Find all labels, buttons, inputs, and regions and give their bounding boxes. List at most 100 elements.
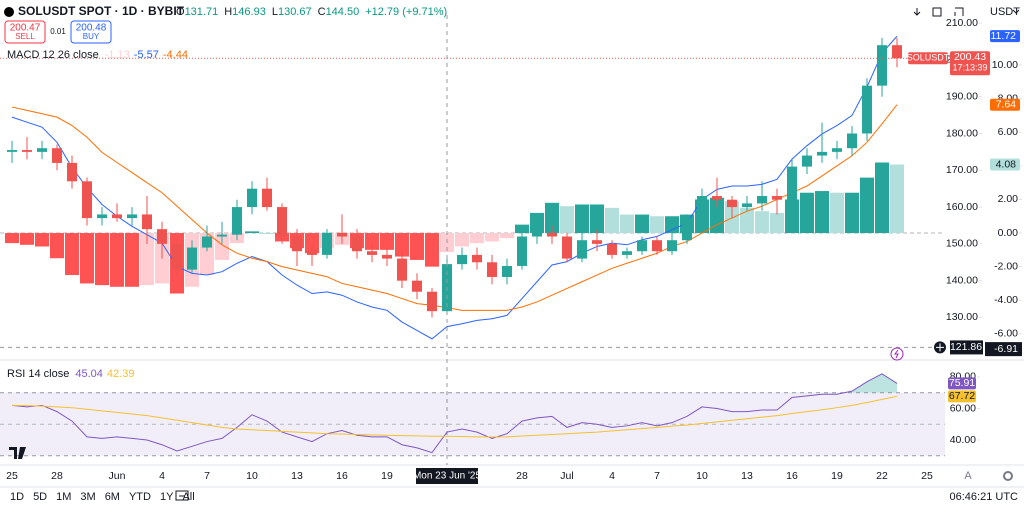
macd-histogram-bar xyxy=(125,233,139,287)
last-price-bg xyxy=(950,51,990,76)
candle-body xyxy=(277,207,287,237)
macd-histogram-bar xyxy=(110,233,124,287)
candle-body xyxy=(802,155,812,167)
candle-body xyxy=(787,166,797,200)
x-tick-label: 13 xyxy=(291,470,303,482)
macd-histogram-bar xyxy=(395,233,409,257)
alert-icon[interactable] xyxy=(890,347,904,361)
range-button[interactable]: 3M xyxy=(80,491,95,503)
ohlc-value: 130.67 xyxy=(278,6,312,18)
candle-body xyxy=(697,196,707,219)
rsi-badge: 67.72 xyxy=(949,390,975,402)
macd-histogram-bar xyxy=(380,233,394,250)
tv-logo xyxy=(9,447,26,459)
ohlc-value: 144.50 xyxy=(326,6,360,18)
settings-icon[interactable] xyxy=(1003,471,1013,481)
macd-histogram-bar xyxy=(410,233,424,260)
symbol-logo xyxy=(4,7,14,17)
macd-histogram-bar xyxy=(455,233,469,247)
macd-histogram-bar xyxy=(860,177,874,234)
candle-body xyxy=(562,236,572,259)
sell-button[interactable] xyxy=(4,20,46,44)
y-tick-label: 190.00 xyxy=(946,90,978,102)
range-button[interactable]: 1D xyxy=(10,491,24,503)
histogram-badge-bg xyxy=(990,158,1020,171)
candle-body xyxy=(187,247,197,270)
x-tick-label: 28 xyxy=(516,470,528,482)
candle-body xyxy=(892,45,902,59)
candle-body xyxy=(487,262,497,277)
window-icon[interactable] xyxy=(932,7,942,17)
candle-body xyxy=(712,196,722,200)
candle-body xyxy=(502,265,512,277)
candle-body xyxy=(877,45,887,86)
currency[interactable]: USDT xyxy=(990,6,1020,18)
candle-body xyxy=(547,232,557,237)
expand-icon[interactable] xyxy=(954,7,964,16)
signal-badge: 7.64 xyxy=(996,98,1017,110)
buy-label[interactable]: BUY xyxy=(83,32,100,41)
rsi-badge-bg xyxy=(948,377,976,390)
candle-body xyxy=(352,236,362,252)
sell-label[interactable]: SELL xyxy=(15,32,35,41)
toolbar: 1D 5D 1M 3M 6M YTD 1Y All 06:46:21 UTC xyxy=(10,491,1018,503)
candle-body xyxy=(382,254,392,259)
x-tick-label: 25 xyxy=(6,470,18,482)
macd-histogram-bar xyxy=(770,212,784,234)
macd-histogram-bar xyxy=(500,233,514,239)
candle-body xyxy=(292,236,302,252)
macd-badge: 11.72 xyxy=(991,30,1017,42)
range-button[interactable]: All xyxy=(182,491,194,503)
rsi-badge: 75.91 xyxy=(949,377,975,389)
ohlc-value: 131.71 xyxy=(185,6,219,18)
auto-scale[interactable]: A xyxy=(964,470,972,482)
macd-legend-signal: -4.44 xyxy=(163,49,188,61)
candle-body xyxy=(772,196,782,200)
x-tick-label: 19 xyxy=(381,470,393,482)
candle-body xyxy=(7,150,17,152)
candle-body xyxy=(82,181,92,219)
candle-body xyxy=(592,240,602,244)
x-tick-label: 7 xyxy=(654,470,660,482)
macd-histogram-bar xyxy=(20,233,34,245)
x-tick-label: 10 xyxy=(696,470,708,482)
crosshair-date: Mon 23 Jun '25 xyxy=(413,471,482,482)
candle-body xyxy=(847,133,857,149)
range-button[interactable]: YTD xyxy=(129,491,151,503)
download-icon[interactable] xyxy=(913,8,921,16)
alert-bolt xyxy=(894,349,899,359)
candle-body xyxy=(622,251,632,255)
x-tick-label: 7 xyxy=(204,470,210,482)
range-button[interactable]: 1M xyxy=(56,491,71,503)
rsi-badge-bg xyxy=(948,390,976,403)
y-tick-label: 150.00 xyxy=(946,238,978,250)
macd-histogram-bar xyxy=(785,199,799,234)
range-button[interactable]: 6M xyxy=(105,491,120,503)
candle-body xyxy=(322,232,332,255)
x-tick-label: 13 xyxy=(741,470,753,482)
buy-price[interactable]: 200.48 xyxy=(76,23,107,34)
spread: 0.01 xyxy=(50,27,66,36)
countdown: 17:13:39 xyxy=(952,63,987,73)
sell-price[interactable]: 200.47 xyxy=(10,23,41,34)
range-button[interactable]: 5D xyxy=(33,491,47,503)
currency-caret[interactable] xyxy=(1012,9,1020,14)
macd-histogram-bar xyxy=(305,233,319,254)
x-tick-label: 4 xyxy=(609,470,615,482)
y-tick-label: 140.00 xyxy=(946,274,978,286)
date-range-icon[interactable] xyxy=(175,490,189,501)
macd-histogram-bar xyxy=(830,192,844,234)
histogram-badge: 4.08 xyxy=(996,158,1017,170)
candle-body xyxy=(217,234,227,237)
range-button[interactable]: 1Y xyxy=(160,491,174,503)
buy-button[interactable] xyxy=(70,20,112,44)
symbol-badge-bg xyxy=(908,52,948,65)
y-tick-label: 210.00 xyxy=(946,17,978,29)
candle-body xyxy=(742,203,752,208)
x-tick-label: 4 xyxy=(159,470,165,482)
candle-body xyxy=(337,232,347,237)
candle-body xyxy=(532,232,542,237)
ohlc-label: O xyxy=(176,6,185,18)
macd-histogram-bar xyxy=(215,233,229,260)
macd-histogram-bar xyxy=(575,204,589,234)
